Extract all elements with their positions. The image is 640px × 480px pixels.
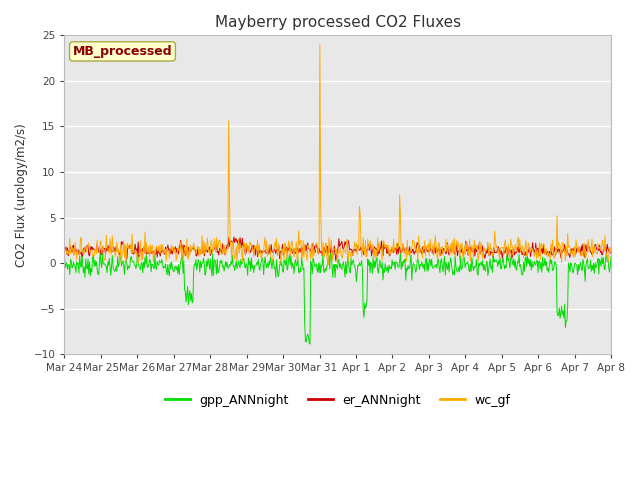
er_ANNnight [406, 244, 413, 250]
gpp_ANNnight [306, 341, 314, 347]
er_ANNnight [607, 250, 615, 255]
er_ANNnight [332, 258, 340, 264]
er_ANNnight [70, 250, 78, 255]
Line: er_ANNnight: er_ANNnight [65, 237, 611, 261]
wc_gf [127, 241, 134, 247]
gpp_ANNnight [211, 257, 219, 263]
er_ANNnight [127, 245, 134, 251]
er_ANNnight [182, 251, 190, 257]
gpp_ANNnight [70, 264, 78, 269]
wc_gf [406, 253, 413, 259]
wc_gf [211, 246, 219, 252]
wc_gf [182, 253, 190, 259]
gpp_ANNnight [326, 248, 334, 253]
er_ANNnight [422, 247, 429, 253]
Text: MB_processed: MB_processed [73, 45, 172, 58]
wc_gf [607, 245, 615, 251]
Y-axis label: CO2 Flux (urology/m2/s): CO2 Flux (urology/m2/s) [15, 123, 28, 266]
Legend: gpp_ANNnight, er_ANNnight, wc_gf: gpp_ANNnight, er_ANNnight, wc_gf [159, 389, 516, 412]
gpp_ANNnight [406, 265, 413, 271]
Title: Mayberry processed CO2 Fluxes: Mayberry processed CO2 Fluxes [214, 15, 461, 30]
wc_gf [422, 253, 429, 259]
wc_gf [316, 42, 324, 48]
gpp_ANNnight [61, 253, 68, 259]
wc_gf [61, 249, 68, 255]
wc_gf [324, 262, 332, 267]
gpp_ANNnight [422, 257, 429, 263]
gpp_ANNnight [607, 254, 615, 260]
er_ANNnight [61, 248, 68, 253]
gpp_ANNnight [127, 255, 134, 261]
gpp_ANNnight [182, 299, 190, 305]
Line: wc_gf: wc_gf [65, 45, 611, 264]
wc_gf [70, 252, 78, 258]
er_ANNnight [211, 245, 219, 251]
er_ANNnight [230, 234, 238, 240]
Line: gpp_ANNnight: gpp_ANNnight [65, 251, 611, 344]
